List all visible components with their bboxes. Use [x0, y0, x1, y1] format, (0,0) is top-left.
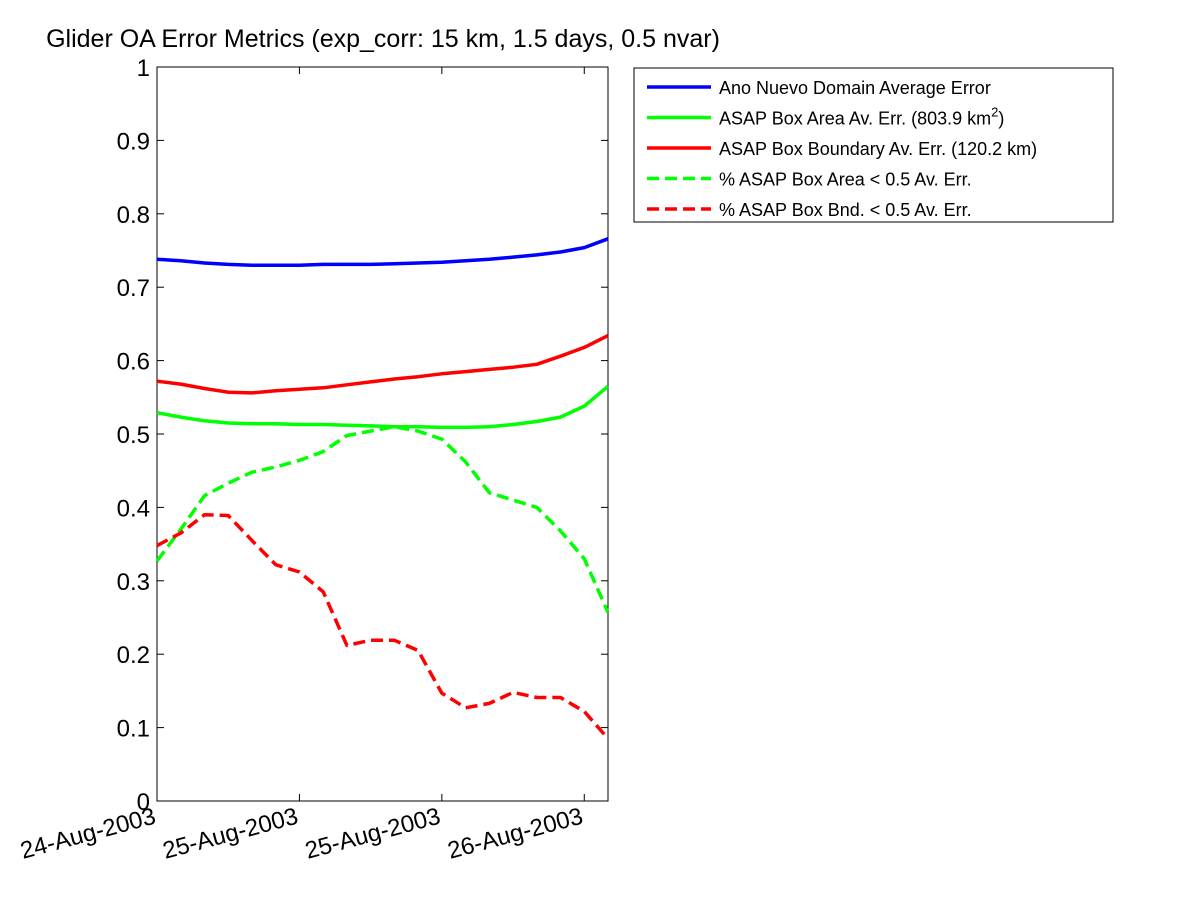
series-line-2	[156, 384, 610, 430]
legend-label-4: % ASAP Box Area < 0.5 Av. Err.	[719, 170, 972, 190]
y-tick-label: 0.7	[117, 275, 150, 302]
legend-items: Ano Nuevo Domain Average Error ASAP Box A…	[647, 78, 1037, 220]
x-tick-label: 26-Aug-2003	[445, 803, 586, 865]
legend-box	[633, 67, 1114, 223]
chart-title: Glider OA Error Metrics (exp_corr: 15 km…	[46, 25, 720, 53]
y-tick-label: 0	[137, 789, 150, 816]
series-line-4	[155, 424, 610, 614]
y-tick-label: 0.2	[117, 642, 150, 669]
y-tick-label: 0.6	[117, 349, 150, 376]
series-lines	[155, 237, 610, 740]
x-tick-label: 25-Aug-2003	[302, 803, 443, 865]
series-line-1	[156, 237, 609, 267]
axes-frame	[156, 66, 609, 802]
x-tick-label: 24-Aug-2003	[18, 803, 159, 865]
y-tick-label: 0.3	[117, 569, 150, 596]
y-tick-label: 0.1	[117, 716, 150, 743]
legend-label-2: ASAP Box Area Av. Err. (803.9 km2)	[719, 105, 1004, 129]
y-tick-label: 0.9	[117, 128, 150, 155]
x-tick-label: 25-Aug-2003	[160, 803, 301, 865]
plot-axes: 0 0.1 0.2 0.3 0.4 0.5 0.6 0.7 0.8 0.9 1 24-Aug-200…	[18, 55, 610, 865]
y-tick-label: 0.8	[117, 202, 150, 229]
y-tick-label: 0.4	[117, 495, 150, 522]
legend-label-3: ASAP Box Boundary Av. Err. (120.2 km)	[719, 139, 1037, 159]
legend: Ano Nuevo Domain Average Error ASAP Box A…	[633, 67, 1114, 223]
series-line-3	[156, 334, 609, 395]
legend-label-1: Ano Nuevo Domain Average Error	[719, 78, 991, 98]
y-tick-label: 0.5	[117, 422, 150, 449]
series-line-5	[156, 512, 610, 740]
y-tick-label: 1	[137, 55, 150, 82]
y-axis-ticks: 0 0.1 0.2 0.3 0.4 0.5 0.6 0.7 0.8 0.9 1	[117, 55, 608, 816]
legend-label-5: % ASAP Box Bnd. < 0.5 Av. Err.	[719, 200, 972, 220]
